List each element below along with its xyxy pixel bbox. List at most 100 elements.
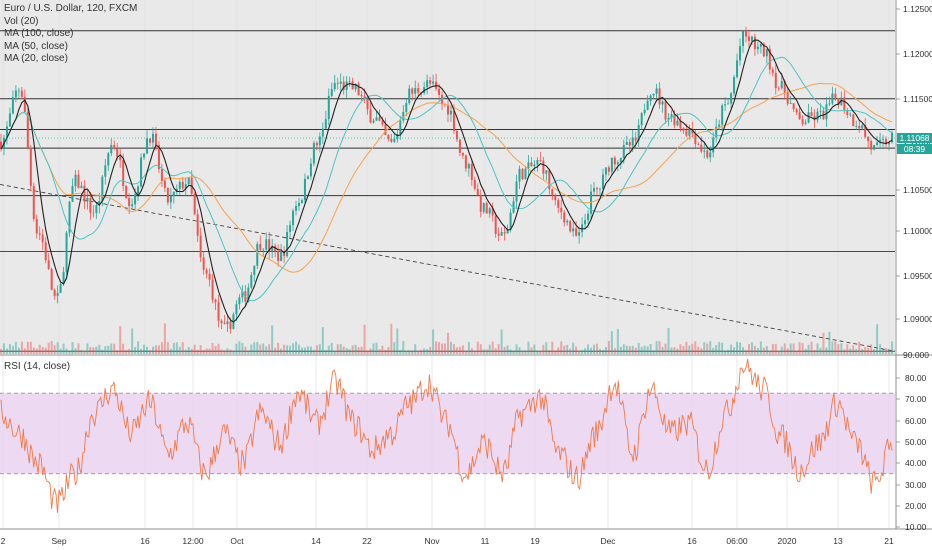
- volume-bar: [500, 329, 503, 354]
- volume-bar: [724, 350, 727, 354]
- candle-body: [575, 228, 578, 236]
- candle-body: [640, 113, 643, 126]
- volume-bar: [128, 349, 131, 354]
- candle-body: [479, 195, 482, 212]
- volume-bar: [646, 346, 649, 354]
- candle-body: [280, 251, 283, 261]
- candle-body: [14, 90, 17, 98]
- candle-body: [482, 203, 485, 212]
- volume-bar: [569, 348, 572, 354]
- candle-body: [736, 60, 739, 78]
- candle-body: [193, 193, 196, 215]
- volume-bar: [187, 347, 190, 354]
- candle-body: [667, 117, 670, 120]
- candle-body: [223, 322, 226, 324]
- volume-bar: [604, 346, 607, 354]
- candle-body: [330, 89, 333, 96]
- volume-bar: [506, 345, 509, 354]
- candle-body: [739, 46, 742, 61]
- candle-body: [742, 31, 745, 47]
- volume-bar: [846, 344, 849, 354]
- candle-body: [360, 95, 363, 97]
- volume-bar: [390, 323, 393, 354]
- candle-body: [333, 82, 336, 90]
- volume-legend: Vol (20): [4, 15, 39, 27]
- candle-body: [747, 36, 750, 41]
- volume-bar: [29, 341, 32, 354]
- volume-bar: [798, 342, 801, 354]
- candle-body: [730, 93, 733, 104]
- volume-bar: [777, 350, 780, 354]
- candle-body: [581, 224, 584, 233]
- candle-body: [461, 152, 464, 156]
- volume-bar: [551, 341, 554, 354]
- candle-body: [148, 138, 151, 143]
- volume-bar: [521, 350, 524, 354]
- volume-bar: [184, 349, 187, 354]
- volume-bar: [14, 341, 17, 354]
- volume-bar: [533, 344, 536, 354]
- volume-bar: [640, 346, 643, 354]
- time-tick-label: Oct: [230, 536, 244, 546]
- candle-body: [569, 220, 572, 232]
- volume-bar: [336, 344, 339, 354]
- volume-bar: [601, 350, 604, 354]
- volume-bar: [68, 350, 71, 354]
- candle-body: [101, 176, 104, 202]
- candles: [0, 26, 893, 334]
- volume-bar: [378, 349, 381, 354]
- volume-bar: [122, 343, 125, 354]
- volume-bar: [494, 348, 497, 354]
- candle-body: [536, 160, 539, 165]
- volume-bar: [223, 350, 226, 354]
- candle-body: [229, 321, 232, 329]
- volume-bar: [89, 347, 92, 354]
- candle-body: [205, 269, 208, 274]
- candle-body: [449, 110, 452, 115]
- candle-body: [321, 128, 324, 137]
- candle-body: [265, 239, 268, 250]
- candle-body: [864, 125, 867, 137]
- volume-bar: [217, 343, 220, 354]
- volume-bars: [0, 323, 893, 354]
- candle-body: [879, 139, 882, 143]
- candle-body: [312, 142, 315, 164]
- volume-bar: [503, 346, 506, 354]
- volume-bar: [581, 349, 584, 354]
- candle-body: [166, 187, 169, 203]
- volume-bar: [861, 348, 864, 354]
- candle-body: [107, 153, 110, 166]
- candle-body: [5, 126, 8, 138]
- candle-body: [598, 188, 601, 190]
- volume-bar: [50, 341, 53, 354]
- volume-bar: [560, 341, 563, 354]
- candle-body: [77, 174, 80, 189]
- volume-bar: [849, 348, 852, 354]
- price-tick-label: 1.12000: [903, 49, 932, 59]
- volume-bar: [420, 349, 423, 354]
- volume-bar: [20, 341, 23, 354]
- candle-body: [196, 214, 199, 236]
- volume-bar: [515, 344, 518, 354]
- volume-bar: [446, 332, 449, 354]
- volume-bar: [277, 342, 280, 354]
- volume-bar: [250, 344, 253, 354]
- candle-body: [497, 233, 500, 236]
- volume-bar: [485, 349, 488, 354]
- volume-bar: [888, 349, 891, 354]
- candle-body: [557, 200, 560, 208]
- ma50-legend: MA (50, close): [4, 40, 68, 52]
- candle-body: [432, 81, 435, 84]
- candle-body: [104, 165, 107, 177]
- volume-bar: [181, 342, 184, 354]
- candle-body: [777, 87, 780, 89]
- volume-bar: [154, 345, 157, 354]
- volume-bar: [107, 345, 110, 354]
- candle-body: [509, 212, 512, 230]
- candle-body: [476, 188, 479, 196]
- candle-body: [527, 162, 530, 169]
- volume-bar: [71, 341, 74, 354]
- candle-body: [595, 188, 598, 190]
- volume-bar: [435, 341, 438, 354]
